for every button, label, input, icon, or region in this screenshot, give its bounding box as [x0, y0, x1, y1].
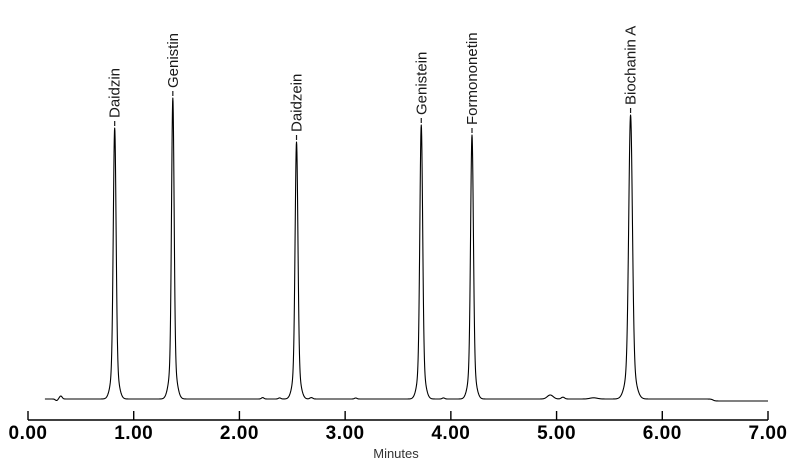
- peak-label: Daidzein: [289, 74, 306, 132]
- x-axis-title: Minutes: [373, 446, 419, 461]
- x-tick-label: 1.00: [114, 423, 153, 444]
- x-tick-label: 0.00: [9, 423, 48, 444]
- peak-labels: Daidzin Genistin Daidzein Genistein Formonon…: [107, 26, 640, 140]
- x-tick-label: 6.00: [643, 423, 682, 444]
- x-tick-label: 7.00: [749, 423, 788, 444]
- peak-label: Genistin: [165, 33, 182, 88]
- x-axis: 0.00 1.00 2.00 3.00 4.00 5.00 6.00 7.00: [9, 411, 788, 444]
- x-tick-label: 5.00: [537, 423, 576, 444]
- x-tick-label: 2.00: [220, 423, 259, 444]
- peak-label: Daidzin: [107, 68, 124, 118]
- x-tick-label: 3.00: [326, 423, 365, 444]
- x-tick-label: 4.00: [431, 423, 470, 444]
- peak-label: Genistein: [413, 52, 430, 115]
- peak-label: Biochanin A: [623, 26, 640, 105]
- chromatogram-trace: [44, 97, 769, 402]
- peak-label: Formononetin: [464, 32, 481, 125]
- trace-layer: [44, 97, 769, 402]
